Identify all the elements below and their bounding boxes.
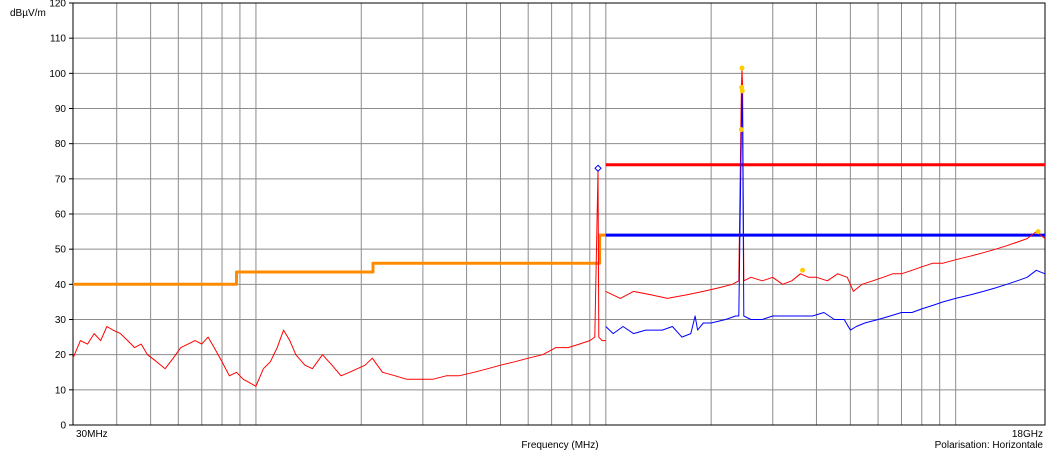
y-tick-label: 30	[55, 315, 67, 326]
y-axis-ticks: 0 10 20 30 40 50 60 70 80 90 100 110 120	[49, 0, 73, 432]
measurement-trace-4	[605, 69, 1046, 299]
y-axis-label: dBµV/m	[10, 8, 46, 19]
measurement-trace-5	[605, 86, 1046, 338]
y-tick-label: 40	[55, 280, 67, 291]
x-tick-label-end: 18GHz	[1012, 429, 1043, 440]
y-tick-label: 110	[50, 34, 66, 45]
limit-line-0	[73, 233, 606, 286]
measurement-traces	[72, 69, 1046, 387]
peak-marker-star	[739, 65, 745, 71]
y-tick-label: 20	[55, 350, 67, 361]
y-tick-label: 80	[55, 139, 67, 150]
measurement-trace-3	[72, 169, 606, 387]
peak-marker-star	[1035, 229, 1041, 235]
peak-marker-diamond	[594, 164, 602, 172]
y-tick-label: 100	[49, 69, 66, 80]
x-tick-label-start: 30MHz	[76, 429, 108, 440]
peak-marker-star	[738, 127, 744, 133]
y-tick-label: 120	[49, 0, 66, 10]
x-axis-label: Frequency (MHz)	[521, 440, 598, 451]
y-tick-label: 60	[55, 210, 67, 221]
y-tick-label: 90	[55, 104, 67, 115]
y-tick-label: 70	[55, 174, 67, 185]
y-tick-label: 0	[60, 421, 66, 432]
polarisation-label: Polarisation: Horizontale	[935, 440, 1044, 451]
peak-marker-star	[800, 267, 806, 273]
peak-markers	[594, 65, 1041, 273]
y-tick-label: 10	[55, 385, 67, 396]
y-tick-label: 50	[55, 245, 67, 256]
peak-marker-star	[739, 88, 745, 94]
limit-lines	[73, 163, 1045, 286]
